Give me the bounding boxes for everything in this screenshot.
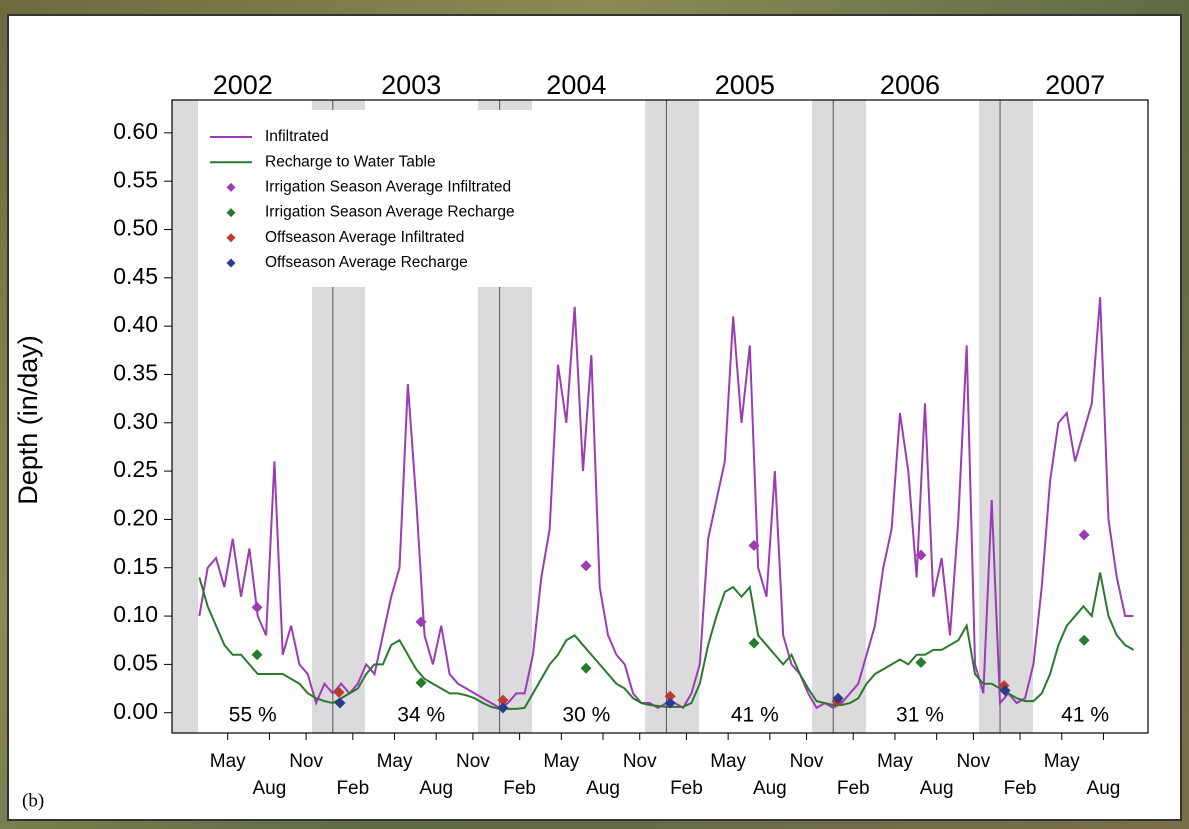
- year-label: 2007: [1045, 70, 1105, 100]
- offseason-band: [812, 100, 867, 733]
- y-tick-label: 0.15: [113, 553, 158, 579]
- legend-swatch: [226, 233, 236, 243]
- series-marker: [915, 656, 927, 668]
- share-annotation: 34 %: [397, 703, 445, 726]
- x-tick-label: May: [1044, 751, 1080, 772]
- legend-label: Offseason Average Infiltrated: [265, 229, 464, 246]
- legend-label: Recharge to Water Table: [265, 153, 436, 170]
- plot-layer: 0.00 0.05 0.10 0.15 0.20 0.25 0.30 0.35 0.40 0.45…: [113, 70, 1149, 799]
- year-label: 2003: [381, 70, 441, 100]
- x-tick-label: Nov: [289, 751, 323, 772]
- x-tick-label: Feb: [670, 778, 703, 799]
- series-marker: [748, 637, 760, 649]
- series-marker: [580, 662, 592, 674]
- x-tick-label: Aug: [419, 778, 453, 799]
- series-marker: [1078, 634, 1090, 646]
- y-tick-label: 0.20: [113, 505, 158, 531]
- share-annotation: 41 %: [1061, 703, 1109, 726]
- x-tick-label: Feb: [837, 778, 870, 799]
- y-tick-label: 0.00: [113, 698, 158, 724]
- year-label: 2002: [213, 70, 273, 100]
- share-annotation: 31 %: [896, 703, 944, 726]
- series-line: [198, 572, 1134, 710]
- legend-label: Infiltrated: [265, 128, 329, 145]
- legend-label: Irrigation Season Average Infiltrated: [265, 178, 511, 195]
- x-tick-label: Aug: [920, 778, 954, 799]
- x-tick-label: Aug: [1087, 778, 1121, 799]
- y-tick-label: 0.25: [113, 456, 158, 482]
- legend-swatch: [226, 208, 236, 218]
- offseason-band: [645, 100, 700, 733]
- legend-swatch: [226, 258, 236, 268]
- x-tick-label: Nov: [790, 751, 824, 772]
- series-marker: [334, 697, 346, 709]
- year-label: 2006: [880, 70, 940, 100]
- offseason-band: [172, 100, 199, 733]
- legend-label: Offseason Average Recharge: [265, 254, 468, 271]
- series-marker: [999, 684, 1011, 696]
- year-label: 2005: [715, 70, 775, 100]
- offseason-band: [979, 100, 1034, 733]
- x-tick-label: Feb: [503, 778, 536, 799]
- legend-label: Irrigation Season Average Recharge: [265, 204, 515, 221]
- x-tick-label: Feb: [1004, 778, 1037, 799]
- x-tick-label: May: [543, 751, 579, 772]
- series-marker: [664, 690, 676, 702]
- x-tick-label: Nov: [623, 751, 657, 772]
- x-tick-label: Nov: [956, 751, 990, 772]
- x-tick-label: Nov: [456, 751, 490, 772]
- y-tick-label: 0.35: [113, 360, 158, 386]
- year-label: 2004: [546, 70, 606, 100]
- plot-frame: [171, 99, 1149, 734]
- y-tick-label: 0.10: [113, 601, 158, 627]
- series-marker: [497, 702, 509, 714]
- y-tick-label: 0.50: [113, 215, 158, 241]
- y-tick-label: 0.45: [113, 263, 158, 289]
- panel-label: (b): [22, 790, 44, 811]
- series-marker: [748, 540, 760, 552]
- x-tick-label: Feb: [336, 778, 369, 799]
- series-marker: [580, 560, 592, 572]
- y-tick-label: 0.05: [113, 649, 158, 675]
- series-marker: [915, 549, 927, 561]
- legend-swatch: [226, 182, 236, 192]
- series-marker: [497, 694, 509, 706]
- y-tick-label: 0.40: [113, 311, 158, 337]
- x-tick-label: May: [210, 751, 246, 772]
- series-marker: [251, 649, 263, 661]
- series-marker: [251, 601, 263, 613]
- share-annotation: 55 %: [229, 703, 277, 726]
- y-tick-label: 0.60: [113, 118, 158, 144]
- x-tick-label: May: [377, 751, 413, 772]
- y-tick-label: 0.30: [113, 408, 158, 434]
- share-annotation: 30 %: [562, 703, 610, 726]
- y-tick-label: 0.55: [113, 166, 158, 192]
- y-axis-title: Depth (in/day): [13, 335, 43, 505]
- series-marker: [415, 677, 427, 689]
- series-marker: [664, 697, 676, 709]
- series-marker: [333, 686, 345, 698]
- x-tick-label: Aug: [253, 778, 287, 799]
- x-tick-label: May: [877, 751, 913, 772]
- x-tick-label: Aug: [586, 778, 620, 799]
- series-marker: [1078, 529, 1090, 541]
- series-marker: [415, 616, 427, 628]
- x-tick-label: Aug: [753, 778, 787, 799]
- legend-background: [200, 110, 600, 287]
- series-marker: [832, 692, 844, 704]
- share-annotation: 41 %: [731, 703, 779, 726]
- x-tick-label: May: [710, 751, 746, 772]
